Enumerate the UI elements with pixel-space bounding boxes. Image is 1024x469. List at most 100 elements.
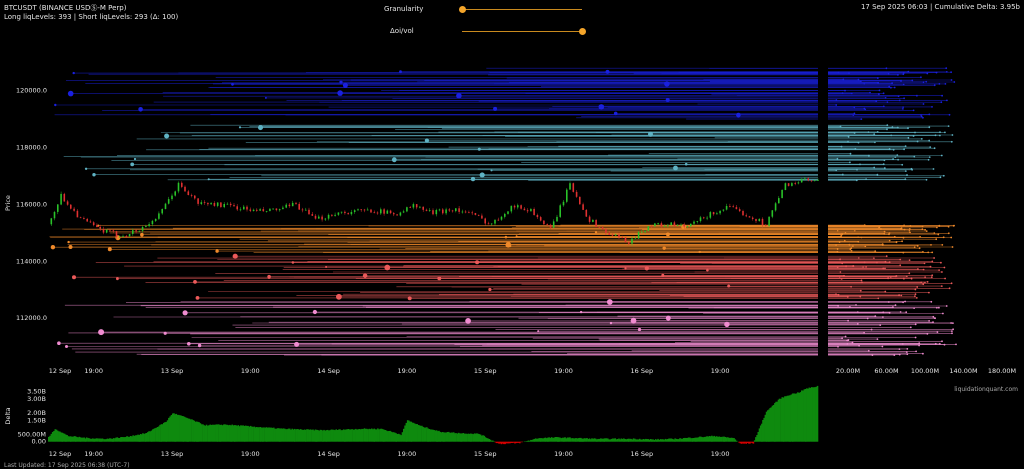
delta-bar-positive bbox=[260, 427, 263, 442]
candle-body bbox=[233, 205, 235, 207]
liq-level-origin bbox=[215, 249, 219, 253]
delta-bar-positive bbox=[335, 429, 337, 442]
delta-bar-positive bbox=[564, 437, 566, 442]
profile-bar-tip bbox=[937, 233, 940, 236]
delta-bar-positive bbox=[435, 430, 438, 442]
delta-bar-positive bbox=[653, 440, 656, 442]
x-tick-label-lower: 12 Sep bbox=[49, 450, 72, 458]
candle-body bbox=[86, 219, 88, 222]
liq-level-origin bbox=[477, 147, 481, 151]
delta-bar-positive bbox=[618, 438, 620, 442]
delta-bar-positive bbox=[197, 421, 199, 442]
delta-bar-positive bbox=[117, 437, 120, 442]
candle-body bbox=[402, 211, 405, 213]
profile-bar-tip bbox=[925, 230, 928, 233]
delta-bar-positive bbox=[327, 429, 329, 442]
delta-bar-positive bbox=[122, 437, 125, 442]
profile-bar-tip bbox=[922, 352, 924, 355]
delta-bar-positive bbox=[356, 429, 358, 442]
profile-bar-tip bbox=[902, 108, 904, 110]
delta-bar-positive bbox=[554, 437, 556, 442]
x-tick-label: 13 Sep bbox=[161, 367, 184, 375]
delta-bar-positive bbox=[51, 432, 54, 442]
liq-level-origin bbox=[238, 126, 242, 129]
candle-body bbox=[353, 210, 356, 212]
delta-bar-positive bbox=[612, 438, 614, 442]
delta-bar-positive bbox=[121, 437, 123, 442]
delta-bar-positive bbox=[451, 432, 454, 442]
delta-bar-positive bbox=[789, 395, 791, 442]
delta-bar-positive bbox=[767, 410, 769, 442]
profile-bar-tip bbox=[902, 72, 905, 74]
delta-bar-negative bbox=[511, 441, 514, 443]
delta-bar-positive bbox=[179, 415, 181, 442]
delta-bar-positive bbox=[719, 436, 722, 442]
liq-level-origin bbox=[65, 345, 68, 348]
delta-bar-positive bbox=[105, 439, 107, 442]
delta-bar-positive bbox=[548, 437, 550, 442]
delta-bar-positive bbox=[696, 437, 698, 442]
candle-body bbox=[660, 223, 663, 227]
delta-bar-positive bbox=[212, 424, 214, 442]
candle-body bbox=[216, 202, 219, 206]
profile-bar-tip bbox=[860, 118, 863, 120]
doi-vol-track[interactable] bbox=[462, 31, 582, 32]
delta-bar-positive bbox=[185, 417, 187, 442]
profile-bar-tip bbox=[922, 103, 925, 105]
profile-bar-tip bbox=[950, 282, 953, 285]
profile-tick-label: 100.00M bbox=[911, 367, 939, 375]
candle-body bbox=[184, 186, 186, 192]
candle-body bbox=[729, 206, 731, 207]
candle-body bbox=[380, 209, 382, 214]
candle-body bbox=[536, 215, 539, 218]
delta-bar-positive bbox=[482, 435, 484, 442]
profile-bar-tip bbox=[867, 349, 870, 352]
delta-bar-positive bbox=[377, 428, 379, 442]
candle-body bbox=[119, 236, 121, 238]
delta-bar-positive bbox=[412, 422, 415, 442]
delta-bar-positive bbox=[191, 419, 193, 442]
profile-bar-tip bbox=[901, 240, 903, 243]
delta-bar-positive bbox=[662, 439, 664, 442]
liq-level-origin bbox=[294, 341, 300, 347]
granularity-slider-knob[interactable] bbox=[459, 6, 466, 13]
delta-bar-positive bbox=[795, 393, 798, 442]
delta-bar-positive bbox=[803, 389, 806, 442]
profile-bar-tip bbox=[908, 272, 911, 275]
delta-bar-positive bbox=[461, 433, 463, 442]
delta-bar-positive bbox=[385, 430, 388, 442]
delta-bar-positive bbox=[156, 427, 159, 442]
delta-bar-positive bbox=[583, 438, 586, 442]
delta-bar-positive bbox=[815, 386, 818, 442]
delta-bar-positive bbox=[526, 441, 528, 442]
candle-body bbox=[389, 210, 392, 214]
delta-bar-positive bbox=[464, 433, 466, 442]
profile-bar-tip bbox=[914, 288, 917, 291]
granularity-track[interactable] bbox=[462, 9, 582, 10]
delta-bar-positive bbox=[769, 408, 771, 442]
candle-body bbox=[494, 219, 496, 224]
doi-vol-slider-knob[interactable] bbox=[579, 28, 586, 35]
profile-bar-tip bbox=[884, 290, 887, 293]
delta-bar-positive bbox=[160, 424, 163, 442]
delta-bar-positive bbox=[415, 424, 417, 442]
brand-link[interactable]: liquidationquant.com bbox=[954, 386, 1018, 393]
profile-bar-tip bbox=[909, 326, 912, 329]
delta-bar-positive bbox=[92, 438, 94, 442]
candle-body bbox=[53, 212, 56, 219]
candle-body bbox=[278, 209, 281, 211]
delta-bar-positive bbox=[476, 433, 478, 442]
delta-bar-positive bbox=[665, 439, 668, 442]
candle-body bbox=[716, 213, 718, 215]
delta-bar-positive bbox=[227, 425, 230, 442]
candle-body bbox=[141, 227, 144, 231]
delta-bar-positive bbox=[313, 430, 315, 442]
delta-bar-negative bbox=[748, 441, 750, 444]
delta-bar-positive bbox=[231, 424, 233, 442]
profile-bar-tip bbox=[888, 261, 891, 264]
delta-bar-positive bbox=[790, 394, 793, 442]
delta-bar-positive bbox=[360, 429, 362, 442]
profile-bar-tip bbox=[942, 174, 945, 177]
delta-bar-positive bbox=[772, 405, 775, 442]
